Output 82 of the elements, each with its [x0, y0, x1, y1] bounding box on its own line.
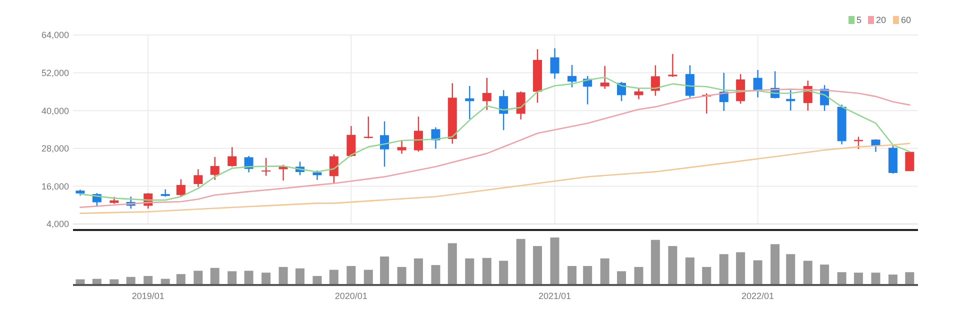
candlestick — [753, 69, 762, 98]
candlestick — [567, 64, 576, 88]
bar — [753, 260, 762, 285]
bar — [176, 274, 186, 285]
bar — [329, 270, 338, 285]
bar — [600, 258, 610, 285]
bar — [888, 274, 898, 285]
x-tick-label: 2021/01 — [538, 291, 572, 301]
bar — [736, 252, 746, 285]
bar — [837, 272, 846, 285]
candlestick — [482, 77, 492, 111]
candlestick — [668, 53, 678, 78]
bar — [854, 272, 863, 285]
candlestick — [499, 90, 508, 131]
x-tick-label: 2022/01 — [742, 291, 774, 301]
line-series — [80, 142, 910, 214]
legend-label: 60 — [901, 15, 912, 26]
candlestick — [210, 156, 220, 180]
candlestick — [244, 155, 254, 173]
bar — [786, 254, 796, 285]
bar — [702, 266, 712, 285]
x-tick-label: 2019/01 — [132, 291, 164, 301]
y-tick-label: 4,000 — [46, 219, 69, 230]
candlestick — [364, 116, 373, 139]
bar — [397, 266, 406, 285]
bar — [550, 238, 560, 285]
bar — [244, 270, 254, 285]
y-tick-label: 52,000 — [41, 68, 69, 78]
bar — [414, 258, 423, 285]
candlestick — [176, 178, 186, 198]
bar — [364, 270, 373, 285]
candlestick — [650, 64, 660, 96]
bar — [719, 254, 728, 285]
candlestick — [685, 64, 694, 98]
bar — [516, 238, 526, 285]
bar — [448, 243, 457, 285]
candlestick — [600, 65, 610, 90]
bar — [634, 266, 644, 285]
bar — [905, 272, 914, 285]
bar — [210, 268, 220, 285]
y-tick-label: 16,000 — [41, 181, 69, 192]
y-tick-label: 64,000 — [41, 30, 69, 40]
bar — [380, 256, 390, 285]
legend-label: 20 — [876, 15, 886, 26]
bar — [803, 260, 812, 285]
bar — [228, 271, 237, 285]
candlestick — [329, 154, 338, 184]
bar — [465, 258, 474, 285]
bar — [533, 246, 542, 285]
bar — [617, 271, 626, 285]
bar — [346, 266, 356, 285]
candlestick — [228, 146, 237, 168]
bar — [482, 258, 492, 285]
bar — [278, 266, 288, 285]
bar — [194, 270, 203, 285]
x-tick-label: 2020/01 — [334, 291, 368, 301]
bar — [262, 272, 271, 285]
candlestick — [516, 90, 526, 120]
bar — [820, 264, 830, 285]
candlestick — [346, 125, 356, 158]
bar — [668, 246, 678, 285]
candlestick — [634, 87, 644, 100]
bar — [295, 268, 304, 285]
bar — [499, 260, 508, 285]
candlestick — [414, 116, 423, 152]
bar — [871, 272, 880, 285]
bar — [567, 266, 576, 285]
candlestick — [380, 120, 390, 168]
bar — [770, 244, 780, 285]
candlestick — [550, 48, 560, 80]
y-tick-label: 28,000 — [41, 144, 69, 154]
candlestick — [262, 157, 271, 176]
candlestick — [786, 90, 796, 112]
bar — [583, 266, 592, 285]
candlestick — [397, 140, 406, 154]
bar — [431, 265, 440, 285]
legend-label: 5 — [856, 15, 862, 26]
candlestick — [194, 168, 203, 188]
bar — [650, 240, 660, 285]
y-tick-label: 40,000 — [41, 106, 69, 116]
candlestick — [871, 138, 880, 152]
bar — [685, 257, 694, 285]
